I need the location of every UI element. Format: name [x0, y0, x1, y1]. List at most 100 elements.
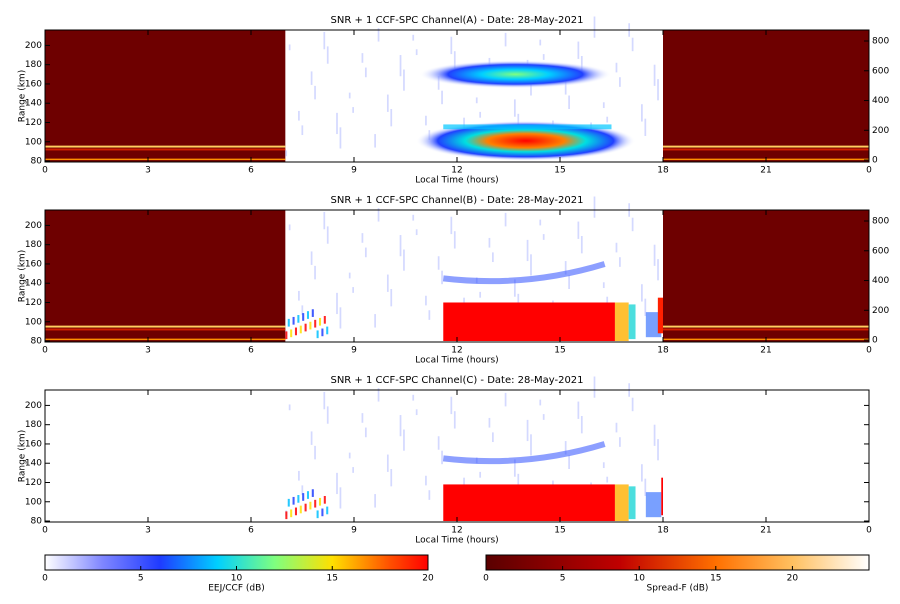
echo	[450, 216, 453, 235]
echo	[564, 261, 567, 275]
x-tick-label: 9	[351, 346, 357, 356]
x-tick-label: 12	[451, 526, 462, 536]
echo	[45, 30, 286, 162]
echo	[386, 94, 389, 112]
echo	[504, 32, 507, 47]
echo	[492, 432, 494, 443]
x-tick-label: 9	[351, 526, 357, 536]
echo	[321, 328, 324, 337]
echo	[657, 297, 663, 334]
x-tick-label: 6	[248, 346, 254, 356]
panel-title: SNR + 1 CCF-SPC Channel(C) - Date: 28-Ma…	[330, 375, 583, 386]
echo	[306, 311, 310, 319]
echo	[352, 467, 354, 473]
echo	[615, 422, 618, 433]
echo	[619, 437, 621, 447]
echo	[323, 211, 326, 230]
x-axis-label: Local Time (hours)	[415, 356, 498, 366]
x-tick-label: 0	[866, 526, 872, 536]
x-tick-label: 10	[633, 574, 645, 584]
echo	[361, 53, 364, 63]
echo	[526, 239, 529, 262]
echo	[644, 298, 647, 316]
echo	[628, 304, 636, 340]
echo	[663, 210, 869, 342]
y-tick-label: 80	[31, 157, 43, 167]
y2-tick-label: 0	[872, 156, 878, 166]
x-tick-label: 20	[787, 574, 799, 584]
echo	[504, 212, 507, 227]
echo	[390, 109, 393, 127]
echo	[526, 419, 529, 442]
echo	[539, 219, 542, 226]
echo	[297, 495, 300, 503]
echo	[285, 511, 288, 520]
echo	[374, 134, 376, 148]
echo	[412, 394, 415, 401]
echo	[580, 416, 583, 434]
echo	[542, 234, 545, 240]
echo	[377, 388, 380, 402]
echo	[568, 95, 570, 110]
echo	[298, 110, 300, 121]
echo	[352, 287, 354, 293]
echo	[323, 391, 326, 410]
echo	[657, 259, 659, 281]
x-tick-label: 6	[248, 166, 254, 176]
echo	[645, 492, 662, 518]
echo	[615, 242, 618, 253]
x-tick-label: 21	[760, 346, 771, 356]
x-axis-label: Local Time (hours)	[415, 536, 498, 546]
echo	[641, 104, 643, 122]
x-tick-label: 5	[138, 574, 144, 584]
echo	[310, 71, 313, 85]
echo	[653, 64, 656, 86]
echo	[641, 464, 643, 482]
echo	[437, 76, 440, 90]
echo	[364, 427, 367, 438]
y-tick-label: 200	[25, 221, 42, 231]
echo	[399, 235, 402, 257]
echo	[428, 310, 431, 320]
echo	[314, 85, 316, 100]
y-tick-label: 80	[31, 517, 43, 527]
echo	[309, 501, 312, 510]
echo	[539, 39, 542, 46]
echo	[425, 295, 427, 306]
x-tick-label: 3	[145, 166, 151, 176]
x-tick-label: 15	[710, 574, 721, 584]
echo	[450, 36, 453, 55]
echo	[297, 315, 300, 323]
echo	[443, 124, 612, 130]
panel	[44, 196, 870, 343]
y2-tick-label: 400	[872, 96, 889, 106]
y2-tick-label: 800	[872, 217, 889, 227]
echo	[336, 112, 338, 135]
echo	[577, 221, 580, 239]
echo	[614, 302, 629, 342]
x-tick-label: 3	[145, 526, 151, 536]
echo	[479, 291, 482, 298]
echo	[442, 441, 606, 465]
y-tick-label: 140	[25, 459, 42, 469]
y2-tick-label: 800	[872, 37, 889, 47]
echo	[299, 325, 302, 334]
echo	[425, 475, 427, 486]
echo	[302, 313, 305, 321]
echo	[323, 315, 326, 324]
x-tick-label: 0	[483, 574, 489, 584]
echo	[336, 292, 338, 315]
echo	[653, 424, 656, 446]
x-tick-label: 5	[560, 574, 566, 584]
echo	[326, 226, 329, 244]
x-tick-label: 0	[42, 526, 48, 536]
echo	[568, 275, 570, 290]
echo	[580, 236, 583, 254]
echo	[45, 158, 286, 161]
echo	[316, 510, 319, 519]
y-axis-label: Range (km)	[18, 430, 28, 482]
echo	[663, 148, 869, 151]
echo	[288, 44, 291, 51]
echo	[399, 55, 402, 77]
colorbar-label: EEJ/CCF (dB)	[208, 584, 265, 594]
